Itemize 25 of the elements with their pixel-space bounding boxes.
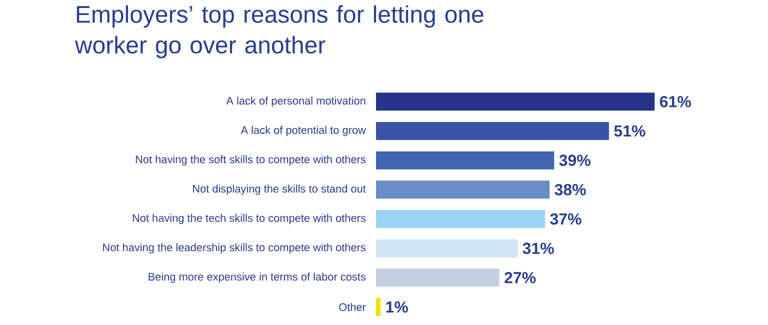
y-tick-label: Being more expensive in terms of labor costs [148,272,366,283]
y-tick-label: Not having the soft skills to compete with others [136,155,366,166]
data-label: 31% [522,242,554,254]
y-tick-label: A lack of potential to grow [240,126,366,136]
data-label: 37% [550,213,582,225]
data-label: 27% [504,272,536,284]
chart-title: Employers’ top reasons for letting one worker go over another [74,5,484,58]
data-label: 61% [660,96,691,108]
bar [376,239,518,258]
data-label: 38% [554,184,586,196]
bar [376,268,500,287]
bar [376,151,554,170]
y-tick-label: A lack of personal motivation [226,96,366,107]
bar [376,298,381,316]
y-tick-label: Not having the tech skills to compete with others [132,214,366,224]
bar [376,210,546,228]
data-label: 51% [614,125,646,137]
y-tick-label: Other [339,302,366,311]
bar [376,92,655,111]
bar [376,122,609,140]
y-tick-label: Not displaying the skills to stand out [193,184,366,195]
bar [376,180,550,199]
data-label: 1% [386,301,408,313]
data-label: 39% [559,154,590,166]
y-tick-label: Not having the leadership skills to compete with others [103,243,366,254]
